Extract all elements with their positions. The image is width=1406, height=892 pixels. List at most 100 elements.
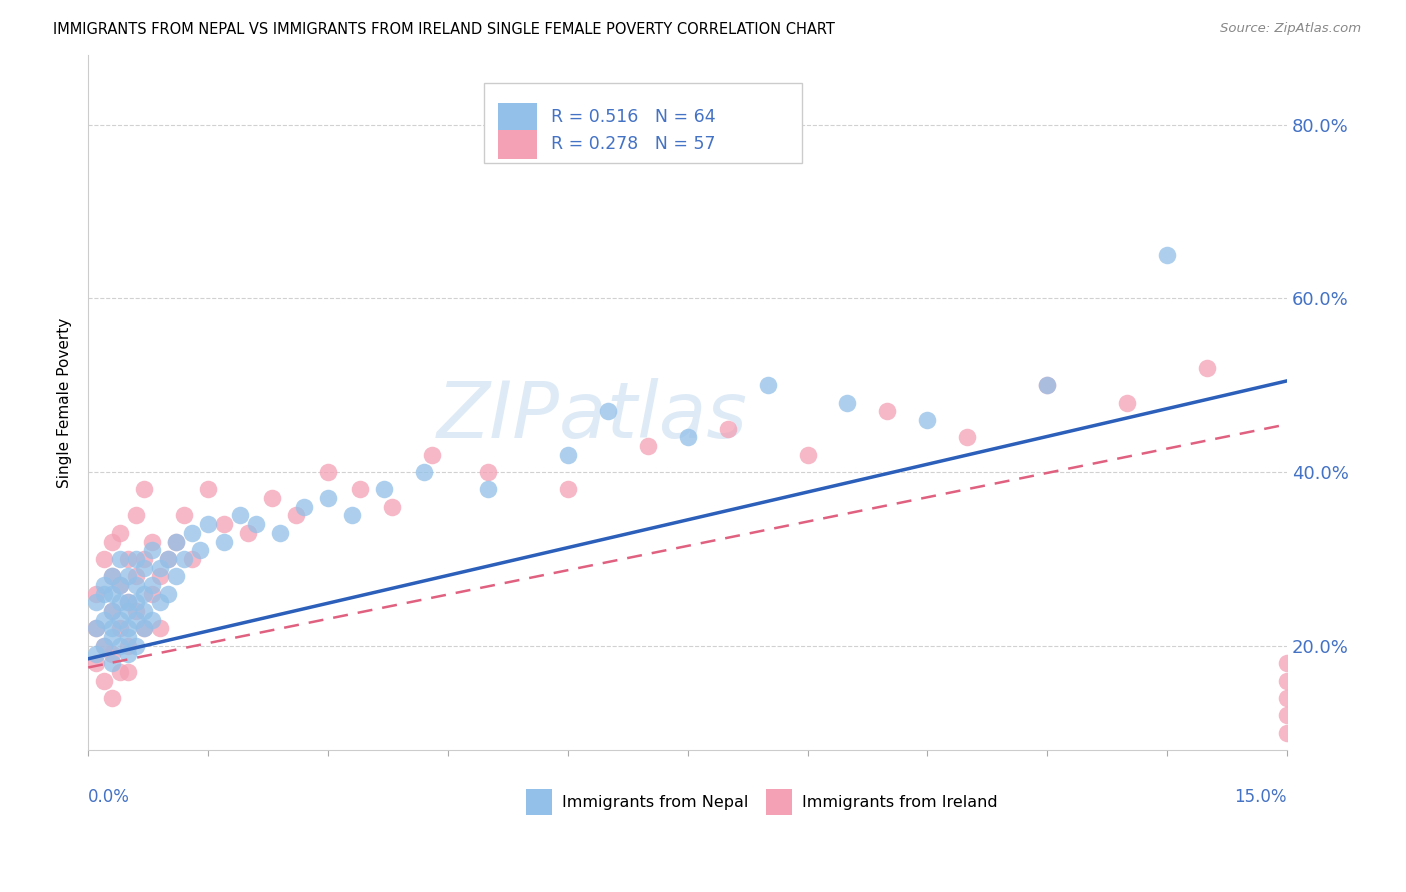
Point	[125, 552, 148, 566]
Point	[132, 552, 155, 566]
Point	[93, 639, 115, 653]
Point	[637, 439, 659, 453]
Point	[101, 604, 124, 618]
Point	[260, 491, 283, 505]
Point	[149, 595, 172, 609]
Point	[125, 639, 148, 653]
Point	[141, 613, 163, 627]
Point	[117, 595, 139, 609]
Text: Source: ZipAtlas.com: Source: ZipAtlas.com	[1220, 22, 1361, 36]
Point	[181, 525, 204, 540]
Point	[141, 543, 163, 558]
Point	[173, 508, 195, 523]
Point	[292, 500, 315, 514]
Point	[756, 378, 779, 392]
Point	[125, 578, 148, 592]
Point	[149, 569, 172, 583]
Point	[132, 604, 155, 618]
Text: R = 0.278   N = 57: R = 0.278 N = 57	[551, 136, 716, 153]
Point	[1197, 360, 1219, 375]
Point	[956, 430, 979, 444]
Point	[101, 656, 124, 670]
Point	[125, 613, 148, 627]
Point	[316, 465, 339, 479]
Point	[84, 587, 107, 601]
Text: 15.0%: 15.0%	[1234, 789, 1286, 806]
Point	[837, 395, 859, 409]
Point	[557, 483, 579, 497]
Point	[108, 525, 131, 540]
Point	[1116, 395, 1139, 409]
Bar	[765, 789, 792, 815]
Point	[84, 656, 107, 670]
Point	[716, 422, 738, 436]
Text: R = 0.516   N = 64: R = 0.516 N = 64	[551, 108, 716, 127]
Point	[1036, 378, 1059, 392]
Point	[149, 621, 172, 635]
Point	[117, 595, 139, 609]
Point	[117, 552, 139, 566]
Point	[93, 673, 115, 688]
Text: IMMIGRANTS FROM NEPAL VS IMMIGRANTS FROM IRELAND SINGLE FEMALE POVERTY CORRELATI: IMMIGRANTS FROM NEPAL VS IMMIGRANTS FROM…	[53, 22, 835, 37]
Point	[108, 613, 131, 627]
Point	[117, 569, 139, 583]
Point	[108, 578, 131, 592]
Point	[108, 665, 131, 679]
Point	[117, 604, 139, 618]
Text: ZIPatlas: ZIPatlas	[436, 378, 747, 454]
Point	[236, 525, 259, 540]
Point	[101, 630, 124, 644]
Point	[477, 483, 499, 497]
Point	[84, 621, 107, 635]
Text: 0.0%: 0.0%	[89, 789, 129, 806]
Point	[117, 621, 139, 635]
Point	[101, 621, 124, 635]
Point	[1156, 248, 1178, 262]
Point	[125, 569, 148, 583]
Point	[412, 465, 434, 479]
Point	[84, 648, 107, 662]
Point	[93, 613, 115, 627]
Point	[132, 560, 155, 574]
Point	[157, 587, 180, 601]
Point	[212, 517, 235, 532]
Point	[132, 483, 155, 497]
Bar	[498, 130, 537, 159]
Point	[132, 587, 155, 601]
Point	[796, 448, 818, 462]
Point	[141, 534, 163, 549]
Point	[477, 465, 499, 479]
Point	[212, 534, 235, 549]
Point	[1275, 673, 1298, 688]
Point	[157, 552, 180, 566]
Point	[420, 448, 443, 462]
Point	[93, 639, 115, 653]
Point	[141, 578, 163, 592]
Point	[132, 621, 155, 635]
Point	[157, 552, 180, 566]
Point	[108, 621, 131, 635]
Point	[101, 648, 124, 662]
Point	[101, 604, 124, 618]
Bar	[484, 83, 801, 163]
Point	[285, 508, 308, 523]
Point	[125, 595, 148, 609]
Point	[101, 569, 124, 583]
Point	[1275, 725, 1298, 739]
Point	[117, 665, 139, 679]
Point	[316, 491, 339, 505]
Point	[229, 508, 252, 523]
Point	[108, 595, 131, 609]
Point	[197, 517, 219, 532]
Point	[149, 560, 172, 574]
Point	[101, 569, 124, 583]
Point	[132, 621, 155, 635]
Point	[373, 483, 395, 497]
Point	[557, 448, 579, 462]
Point	[93, 578, 115, 592]
Point	[1275, 690, 1298, 705]
Point	[340, 508, 363, 523]
Text: Immigrants from Nepal: Immigrants from Nepal	[562, 795, 748, 810]
Text: Immigrants from Ireland: Immigrants from Ireland	[801, 795, 997, 810]
Point	[93, 587, 115, 601]
